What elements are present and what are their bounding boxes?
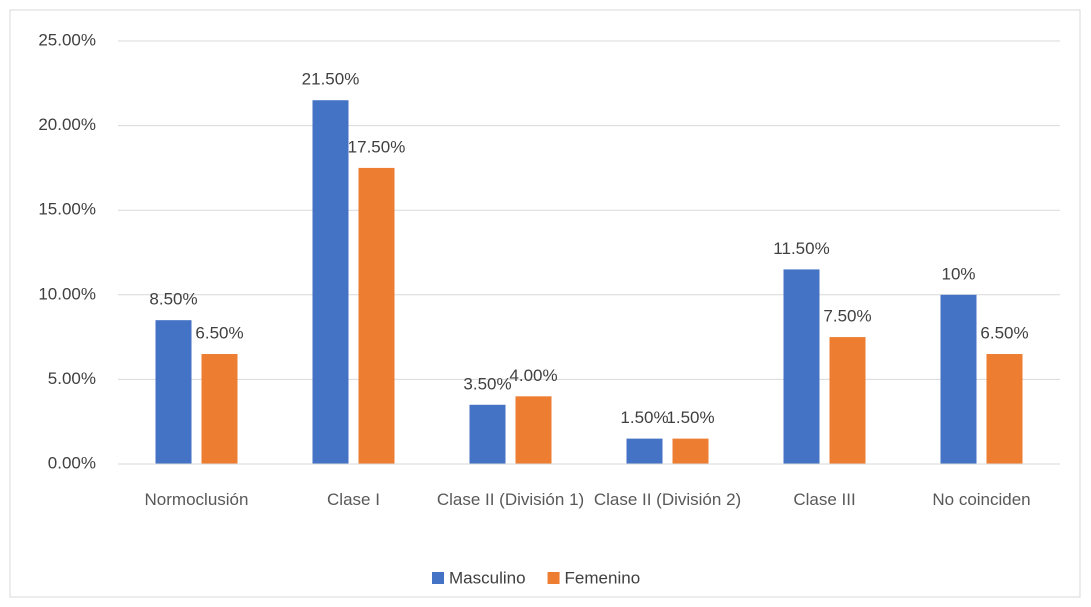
- bar: [829, 337, 866, 464]
- data-label: 1.50%: [620, 408, 668, 427]
- legend-label: Masculino: [449, 568, 526, 587]
- data-label: 1.50%: [666, 408, 714, 427]
- data-label: 10%: [941, 264, 975, 283]
- y-tick-label: 5.00%: [48, 369, 96, 388]
- legend-swatch: [547, 572, 560, 584]
- bar: [515, 396, 552, 464]
- bar: [358, 167, 395, 464]
- bar: [201, 354, 238, 464]
- x-tick-label: Normoclusión: [144, 490, 249, 509]
- data-label: 17.50%: [348, 137, 406, 156]
- bar: [469, 404, 506, 464]
- data-label: 8.50%: [149, 290, 197, 309]
- bar: [986, 354, 1023, 464]
- x-tick-label: Clase II (División 2): [593, 490, 742, 509]
- bar: [783, 269, 820, 464]
- y-tick-label: 25.00%: [38, 30, 96, 49]
- data-label: 6.50%: [980, 324, 1028, 343]
- legend-swatch: [432, 572, 444, 584]
- y-tick-label: 0.00%: [48, 453, 96, 472]
- bar: [940, 294, 977, 464]
- legend-label: Femenino: [565, 568, 641, 587]
- x-tick-label: Clase II (División 1): [436, 490, 585, 509]
- x-tick-label: Clase III: [793, 490, 856, 509]
- x-tick-label: Clase I: [327, 490, 380, 509]
- data-label: 11.50%: [773, 239, 829, 258]
- chart-border: [9, 9, 1081, 598]
- bar: [672, 438, 709, 464]
- data-label: 3.50%: [463, 374, 511, 393]
- bar: [626, 438, 663, 464]
- data-label: 7.50%: [823, 307, 871, 326]
- bar: [155, 320, 192, 464]
- data-label: 6.50%: [195, 324, 243, 343]
- data-label: 21.50%: [302, 70, 360, 89]
- y-tick-label: 20.00%: [38, 115, 96, 134]
- x-tick-label: No coinciden: [932, 490, 1031, 509]
- y-tick-label: 15.00%: [38, 200, 96, 219]
- bar: [312, 100, 349, 464]
- y-tick-label: 10.00%: [38, 284, 96, 303]
- data-label: 4.00%: [509, 366, 557, 385]
